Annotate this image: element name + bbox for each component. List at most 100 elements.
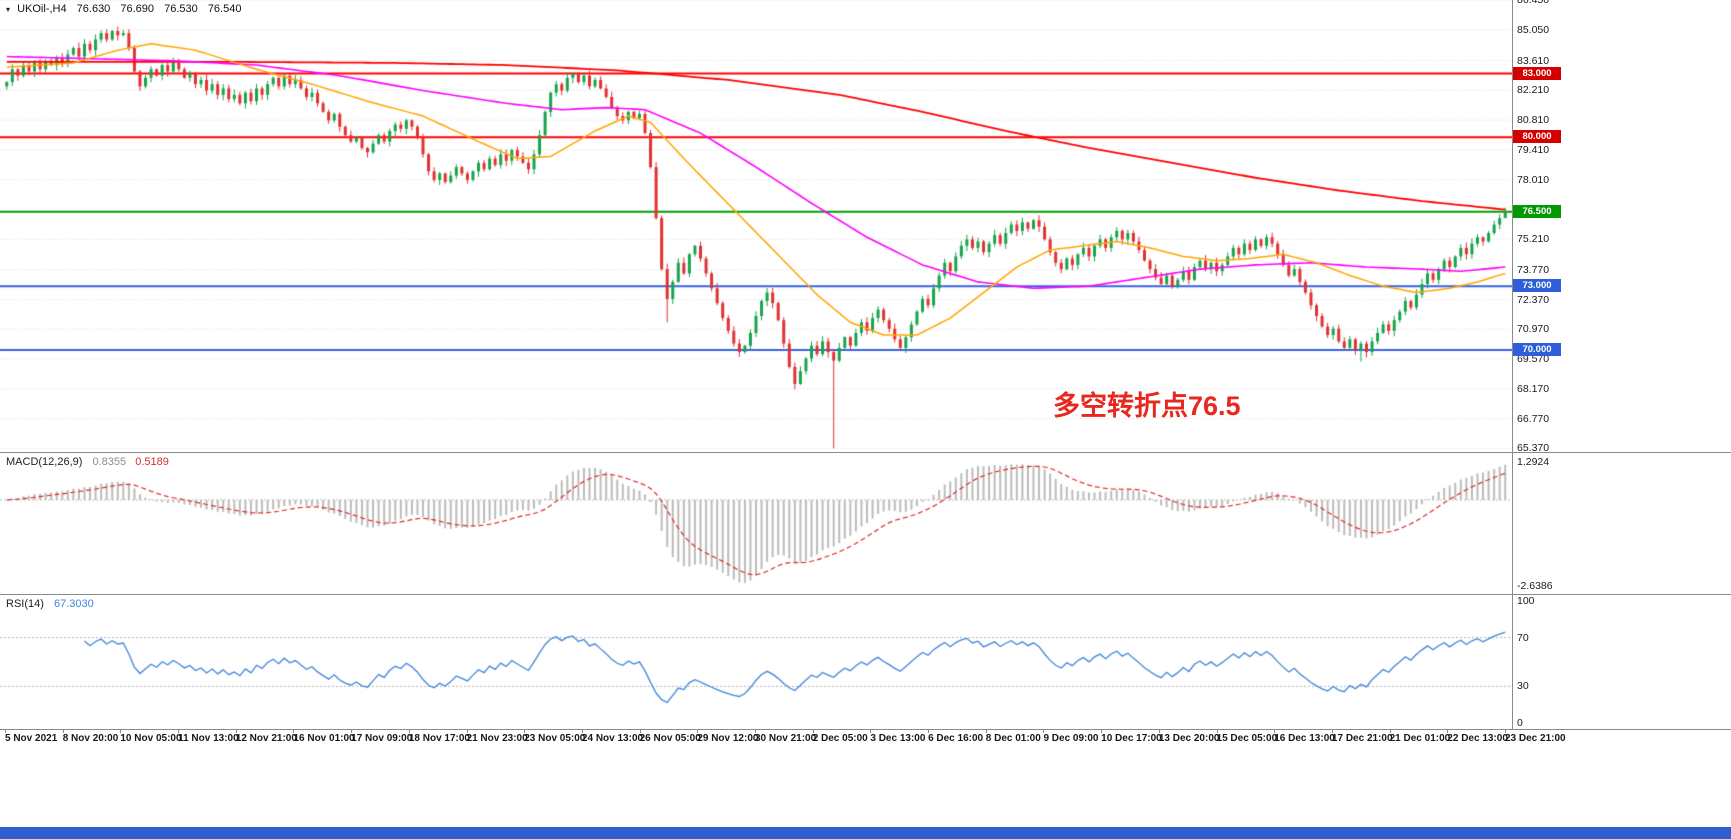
time-axis-label: 17 Dec 21:00: [1331, 733, 1393, 744]
price-line-badge[interactable]: 83.000: [1513, 66, 1561, 80]
time-tick: [293, 730, 295, 733]
panel-resize-handle-macd[interactable]: [0, 452, 1731, 453]
time-axis-label: 26 Nov 05:00: [639, 733, 701, 744]
time-axis-label: 17 Nov 09:00: [351, 733, 413, 744]
price-axis-label: 66.770: [1517, 412, 1550, 425]
macd-main-value: 0.8355: [92, 456, 127, 468]
price-line-badge[interactable]: 70.000: [1513, 342, 1561, 356]
rsi-canvas[interactable]: [0, 595, 1512, 729]
time-tick: [408, 730, 410, 733]
time-tick: [524, 730, 526, 733]
price-axis-label: 80.810: [1517, 114, 1550, 127]
time-axis-label: 16 Nov 01:00: [293, 733, 355, 744]
price-axis-label: 83.610: [1517, 54, 1550, 67]
time-axis-label: 16 Dec 13:00: [1274, 733, 1335, 744]
rsi-axis-label: 100: [1517, 595, 1535, 607]
time-tick: [1216, 730, 1218, 733]
time-tick: [870, 730, 872, 733]
time-axis-label: 6 Dec 16:00: [928, 733, 984, 744]
macd-signal-value: 0.5189: [135, 456, 169, 468]
price-line-badge[interactable]: 76.500: [1513, 204, 1561, 218]
time-tick: [1389, 730, 1391, 733]
time-tick: [178, 730, 180, 733]
time-axis-label: 3 Dec 13:00: [870, 733, 926, 744]
price-axis-label: 73.770: [1517, 263, 1550, 276]
macd-indicator-label: MACD(12,26,9) 0.8355 0.5189: [6, 456, 169, 468]
time-axis-label: 24 Nov 13:00: [581, 733, 644, 744]
annotation-text: 多空转折点76.5: [1053, 391, 1241, 421]
price-axis-label: 72.370: [1517, 293, 1550, 306]
time-axis-label: 10 Nov 05:00: [120, 733, 182, 744]
time-axis-label: 12 Nov 21:00: [235, 733, 297, 744]
symbol-period-label: UKOil-,H4: [17, 3, 67, 15]
bottom-taskbar-strip: [0, 827, 1731, 839]
price-axis-label: 78.010: [1517, 173, 1550, 186]
price-line-badge[interactable]: 80.000: [1513, 130, 1561, 144]
rsi-axis-label: 70: [1517, 631, 1529, 644]
price-line-badge[interactable]: 73.000: [1513, 279, 1561, 293]
time-tick: [351, 730, 353, 733]
rsi-name: RSI(14): [6, 598, 44, 610]
high-value: 76.690: [120, 3, 155, 15]
time-axis[interactable]: 5 Nov 2021 8 Nov 20:00 10 Nov 05:00 11 Nov …: [0, 730, 1731, 748]
time-tick: [120, 730, 122, 733]
time-axis-label: 29 Nov 12:00: [697, 733, 759, 744]
price-axis-label: 79.410: [1517, 143, 1550, 156]
time-axis-label: 13 Dec 20:00: [1158, 733, 1220, 744]
time-tick: [985, 730, 987, 733]
time-tick: [581, 730, 583, 733]
close-value: 76.540: [207, 3, 242, 15]
time-tick: [1505, 730, 1506, 733]
macd-canvas[interactable]: [0, 453, 1512, 594]
time-tick: [1447, 730, 1449, 733]
time-tick: [697, 730, 699, 733]
time-axis-label: 2 Dec 05:00: [812, 733, 868, 744]
price-axis-label: 86.450: [1517, 0, 1550, 7]
time-tick: [1043, 730, 1045, 733]
time-axis-label: 11 Nov 13:00: [178, 733, 239, 744]
time-axis-border: [0, 729, 1731, 730]
macd-axis-label: 1.2924: [1517, 456, 1550, 468]
rsi-axis-label: 0: [1517, 717, 1523, 729]
collapse-arrow-icon[interactable]: ▾: [6, 5, 11, 14]
time-tick: [466, 730, 468, 733]
time-axis-label: 21 Dec 01:00: [1389, 733, 1451, 744]
time-tick: [812, 730, 814, 733]
time-axis-label: 10 Dec 17:00: [1101, 733, 1162, 744]
price-axis-label: 70.970: [1517, 323, 1550, 336]
time-axis-label: 9 Dec 09:00: [1043, 733, 1099, 744]
time-axis-label: 5 Nov 2021: [5, 733, 58, 744]
chart-title: ▾ UKOil-,H4 76.630 76.690 76.530 76.540: [6, 3, 241, 15]
rsi-axis-label: 30: [1517, 680, 1529, 693]
macd-name: MACD(12,26,9): [6, 456, 83, 468]
time-axis-label: 30 Nov 21:00: [755, 733, 817, 744]
rsi-indicator-label: RSI(14) 67.3030: [6, 598, 94, 610]
panel-resize-handle-rsi[interactable]: [0, 594, 1731, 595]
time-axis-label: 23 Dec 21:00: [1505, 733, 1566, 744]
time-tick: [5, 730, 6, 733]
time-tick: [928, 730, 930, 733]
time-tick: [1158, 730, 1160, 733]
time-axis-label: 22 Dec 13:00: [1447, 733, 1508, 744]
time-axis-label: 18 Nov 17:00: [408, 733, 470, 744]
price-axis-border: [1512, 0, 1513, 730]
price-axis-label: 68.170: [1517, 382, 1550, 395]
time-tick: [235, 730, 237, 733]
price-axis-label: 69.570: [1517, 353, 1550, 366]
price-axis-label: 82.210: [1517, 84, 1550, 97]
time-tick: [62, 730, 64, 733]
low-value: 76.530: [164, 3, 198, 15]
rsi-value: 67.3030: [53, 598, 94, 610]
main-chart-canvas[interactable]: [0, 0, 1512, 452]
time-tick: [755, 730, 756, 733]
time-axis-label: 15 Dec 05:00: [1216, 733, 1278, 744]
time-axis-label: 8 Nov 20:00: [62, 733, 119, 744]
time-axis-label: 21 Nov 23:00: [466, 733, 528, 744]
time-axis-label: 8 Dec 01:00: [985, 733, 1041, 744]
price-axis-label: 85.050: [1517, 23, 1550, 36]
open-value: 76.630: [76, 3, 111, 15]
time-axis-label: 23 Nov 05:00: [524, 733, 586, 744]
time-tick: [1101, 730, 1103, 733]
time-tick: [1274, 730, 1276, 733]
price-axis-label: 75.210: [1517, 233, 1550, 246]
